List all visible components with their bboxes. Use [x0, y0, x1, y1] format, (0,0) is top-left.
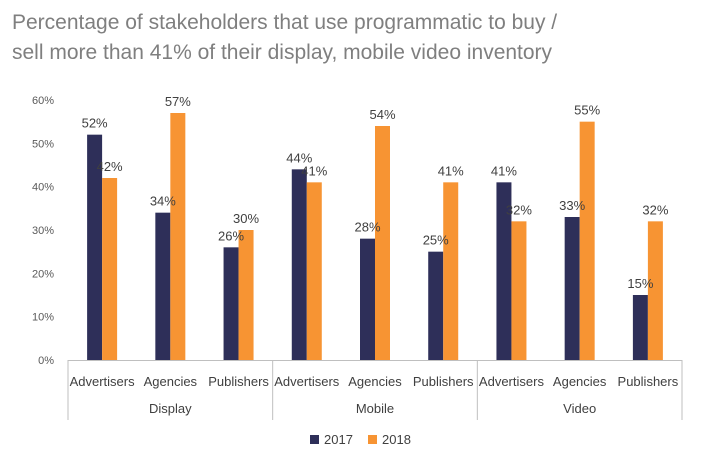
category-label: Advertisers	[70, 374, 136, 389]
category-label: Publishers	[413, 374, 474, 389]
data-label-2018-2: 30%	[233, 211, 259, 226]
bar-2018-2	[238, 230, 254, 360]
y-tick-label: 40%	[32, 182, 54, 194]
bar-2017-5	[428, 251, 444, 360]
chart-title: Percentage of stakeholders that use prog…	[12, 8, 712, 68]
category-label: Agencies	[144, 374, 198, 389]
data-label-2017-1: 34%	[150, 194, 176, 209]
chart-title-line-1: Percentage of stakeholders that use prog…	[12, 11, 558, 34]
category-label: Advertisers	[274, 374, 340, 389]
bar-2017-1	[155, 212, 171, 360]
data-labels: 52% 34% 26% 44% 28% 25% 41% 33% 15% 42% 57% 30% 41% 5…	[82, 94, 669, 291]
data-label-2017-6: 41%	[491, 163, 517, 178]
group-label-display: Display	[149, 401, 192, 416]
data-label-2017-5: 25%	[423, 233, 449, 248]
legend-label-2017: 2017	[324, 432, 353, 447]
data-label-2017-3: 44%	[286, 150, 312, 165]
data-label-2018-4: 54%	[369, 107, 395, 122]
data-label-2017-7: 33%	[559, 198, 585, 213]
category-label: Agencies	[348, 374, 402, 389]
bar-2017-6	[496, 182, 512, 360]
legend: 2017 2018	[310, 432, 411, 447]
bar-2017-8	[632, 295, 648, 360]
group-label-mobile: Mobile	[356, 401, 394, 416]
y-tick-label: 10%	[32, 312, 54, 324]
group-label-video: Video	[563, 401, 596, 416]
x-axis: Advertisers Agencies Publishers Advertisers…	[67, 360, 683, 420]
data-label-2017-8: 15%	[627, 276, 653, 291]
bar-2018-7	[579, 121, 595, 361]
bar-2018-6	[511, 221, 527, 360]
data-label-2018-6: 32%	[506, 202, 532, 217]
y-tick-label: 30%	[32, 225, 54, 237]
y-tick-label: 0%	[38, 355, 54, 367]
y-tick-label: 50%	[32, 138, 54, 150]
y-tick-label: 20%	[32, 268, 54, 280]
data-label-2018-0: 42%	[97, 159, 123, 174]
bar-2017-7	[564, 217, 580, 360]
data-label-2018-1: 57%	[165, 94, 191, 109]
data-label-2017-4: 28%	[354, 220, 380, 235]
chart-title-line-2: sell more than 41% of their display, mob…	[12, 41, 553, 64]
y-tick-label: 60%	[32, 95, 54, 107]
data-label-2017-0: 52%	[82, 116, 108, 131]
bars	[87, 113, 663, 361]
y-axis: 0% 10% 20% 30% 40% 50% 60%	[32, 95, 54, 367]
data-label-2018-5: 41%	[438, 163, 464, 178]
bar-2017-0	[87, 134, 103, 360]
bar-2018-0	[102, 178, 118, 360]
bar-2017-4	[360, 238, 375, 360]
bar-2018-3	[306, 182, 322, 360]
legend-swatch-2017	[310, 435, 319, 444]
data-label-2018-8: 32%	[642, 202, 668, 217]
bar-2017-3	[291, 169, 307, 360]
legend-swatch-2018	[368, 435, 377, 444]
data-label-2017-2: 26%	[218, 228, 244, 243]
bar-2018-8	[647, 221, 663, 360]
bar-2018-1	[170, 113, 186, 360]
legend-label-2018: 2018	[382, 432, 411, 447]
bar-2018-5	[443, 182, 459, 360]
category-label: Agencies	[553, 374, 607, 389]
bar-2018-4	[375, 126, 390, 360]
data-label-2018-7: 55%	[574, 103, 600, 118]
data-label-2018-3: 41%	[301, 163, 327, 178]
category-label: Publishers	[618, 374, 679, 389]
bar-2017-2	[223, 247, 239, 360]
category-label: Publishers	[208, 374, 269, 389]
category-label: Advertisers	[479, 374, 545, 389]
